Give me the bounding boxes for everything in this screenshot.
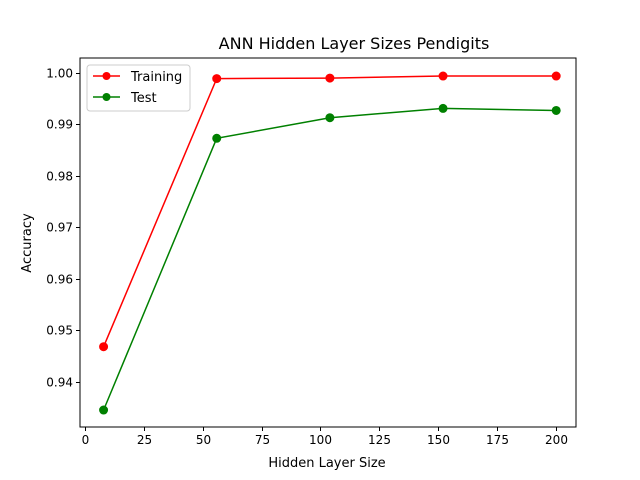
training-point [99,342,109,352]
test-point [438,103,448,113]
y-tick-label: 0.97 [46,221,73,235]
x-tick-label: 75 [255,433,270,447]
x-tick-label: 0 [82,433,90,447]
series-layer [99,71,561,415]
y-axis-label: Accuracy [20,213,35,273]
training-point [551,71,561,81]
x-tick-label: 175 [486,433,509,447]
legend-test-label: Test [130,91,157,106]
test-point [212,133,222,143]
y-tick-label: 0.96 [46,273,73,287]
training-point [212,74,222,84]
test-point [551,105,561,115]
x-tick-label: 25 [137,433,152,447]
axes: 0 25 50 75 100 125 150 175 200 0.94 0.95 0.96 0.97 0.… [46,57,577,447]
test-point [99,405,109,415]
test-point [325,113,335,123]
legend-training-marker [102,72,111,80]
x-tick-label: 125 [368,433,391,447]
chart-title: ANN Hidden Layer Sizes Pendigits [219,34,490,53]
x-tick-label: 150 [427,433,450,447]
y-tick-label: 0.98 [46,170,73,184]
y-tick-label: 0.95 [46,324,73,338]
x-tick-label: 100 [309,433,332,447]
plot-frame [79,57,577,428]
test-line [102,107,557,411]
legend-test-marker [102,93,111,101]
y-tick-label: 0.94 [46,376,73,390]
training-point [325,73,335,83]
y-tick-label: 0.99 [46,118,73,132]
y-tick-label: 1.00 [46,67,73,81]
training-point [438,71,448,81]
legend: Training Test [86,64,191,112]
x-tick-label: 50 [196,433,211,447]
x-tick-label: 200 [545,433,568,447]
x-axis-label: Hidden Layer Size [268,456,385,471]
legend-training-label: Training [130,70,182,85]
